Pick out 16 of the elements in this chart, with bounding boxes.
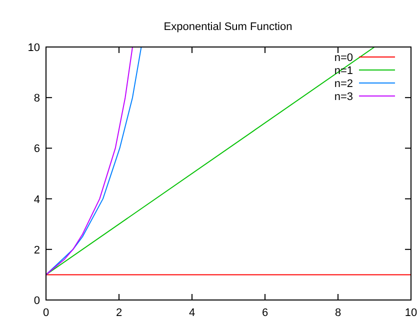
y-tick-label: 0 bbox=[34, 295, 40, 307]
x-tick-label: 0 bbox=[42, 307, 50, 319]
y-tick-label: 10 bbox=[28, 42, 40, 54]
x-tick-label: 2 bbox=[116, 307, 122, 319]
legend-label: n=0 bbox=[334, 52, 353, 64]
legend-label: n=3 bbox=[334, 91, 353, 103]
legend-label: n=2 bbox=[334, 78, 353, 90]
y-tick-label: 2 bbox=[34, 244, 40, 256]
x-tick-label: 10 bbox=[404, 307, 418, 319]
x-tick-label: 6 bbox=[262, 307, 268, 319]
y-tick-label: 4 bbox=[34, 194, 40, 206]
chart-title: Exponential Sum Function bbox=[164, 21, 292, 33]
y-tick-label: 8 bbox=[34, 92, 40, 105]
y-tick-label: 6 bbox=[34, 143, 40, 156]
x-tick-label: 4 bbox=[188, 307, 196, 319]
x-tick-label: 8 bbox=[334, 307, 342, 319]
